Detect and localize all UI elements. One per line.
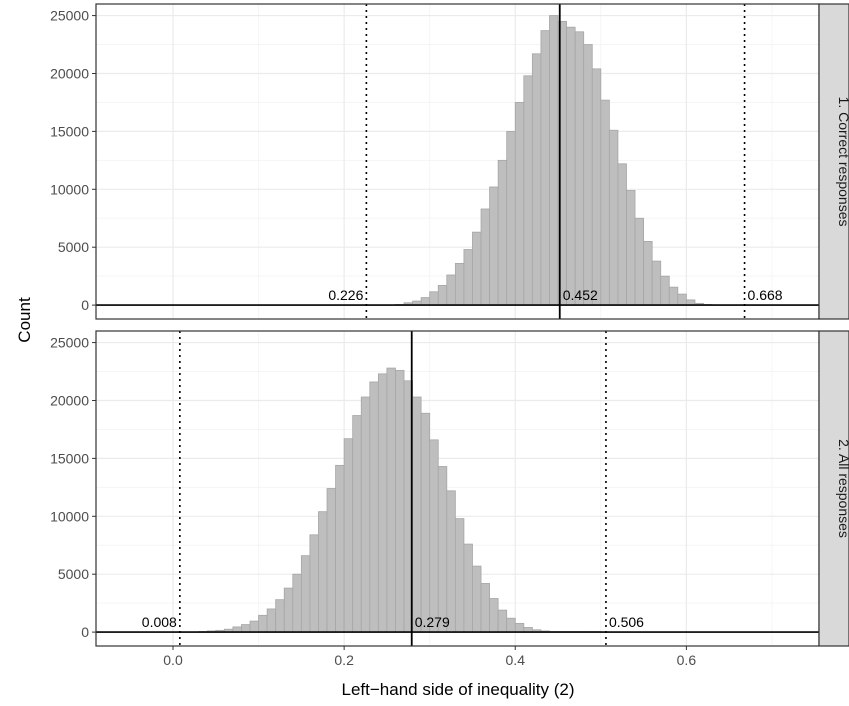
histogram-bar (454, 518, 465, 633)
x-tick-label: 0.0 (163, 652, 183, 668)
reference-value-label: 0.506 (609, 614, 644, 630)
histogram-bar (660, 275, 670, 306)
histogram-bar (634, 217, 644, 306)
reference-value-label: 0.668 (748, 287, 783, 303)
histogram-bar (489, 598, 499, 633)
histogram-bar (420, 297, 431, 306)
x-axis-title: Left−hand side of inequality (2) (342, 680, 575, 699)
y-tick-label: 20000 (50, 392, 89, 408)
histogram-bar (540, 30, 550, 306)
histogram-bar (266, 608, 277, 633)
histogram-bar (497, 609, 508, 633)
histogram-bar (437, 466, 448, 633)
histogram-bar (668, 286, 679, 306)
y-tick-label: 0 (81, 297, 89, 313)
histogram-bar (591, 68, 602, 306)
histogram-bar (626, 190, 636, 306)
histogram-bar (523, 75, 533, 306)
histogram-bar (386, 367, 396, 633)
histogram-bar (489, 186, 499, 306)
histogram-bar (352, 415, 362, 633)
y-tick-label: 15000 (50, 450, 89, 466)
histogram-bar (480, 583, 490, 633)
y-axis-title: Count (15, 297, 34, 343)
x-tick-label: 0.2 (334, 652, 354, 668)
histogram-bar (300, 555, 311, 633)
reference-value-label: 0.279 (415, 614, 450, 630)
facet-strip-label: 1. Correct responses (836, 97, 849, 227)
histogram-bar (326, 488, 336, 633)
histogram-bar (292, 573, 302, 633)
facet-strip-label: 2. All responses (836, 439, 849, 538)
histogram-bar (429, 291, 439, 306)
histogram-bar (309, 534, 319, 633)
histogram-bar (454, 263, 465, 306)
histogram-bar (651, 260, 662, 306)
histogram-bar (514, 102, 525, 306)
histogram-bar (420, 412, 431, 633)
y-tick-label: 10000 (50, 508, 89, 524)
reference-value-label: 0.452 (563, 287, 598, 303)
y-tick-label: 15000 (50, 123, 89, 139)
histogram-bar (412, 396, 422, 633)
histogram-bar (480, 208, 490, 306)
histogram-bar (583, 44, 593, 306)
histogram-bar (677, 293, 687, 306)
reference-value-label: 0.226 (328, 287, 363, 303)
histogram-bar (437, 285, 448, 306)
histogram-bar (446, 274, 456, 306)
histogram-bar (395, 369, 405, 633)
histogram-bar (335, 464, 345, 633)
histogram-bar (318, 511, 328, 633)
y-tick-label: 10000 (50, 181, 89, 197)
histogram-bar (275, 599, 285, 633)
histogram-bar (600, 99, 610, 306)
histogram-bar (514, 623, 525, 633)
histogram-bar (472, 565, 482, 633)
panel-1: 0.226 0.452 0.668 1. Correct responses 0 5000… (50, 3, 849, 320)
histogram-bar (549, 15, 559, 306)
histogram-bar (360, 396, 371, 633)
histogram-bar (506, 617, 516, 633)
panel-2: 0.008 0.279 0.506 2. All responses 0 5000 1000… (50, 330, 849, 647)
histogram-bar (472, 231, 482, 306)
histogram-bar (343, 438, 354, 633)
y-tick-label: 5000 (58, 239, 89, 255)
histogram-bar (497, 159, 508, 306)
histogram-bar (241, 624, 251, 633)
y-tick-label: 0 (81, 624, 89, 640)
histogram-bar (617, 163, 627, 306)
histogram-bar (369, 381, 379, 633)
histogram-bar (608, 129, 619, 306)
x-tick-label: 0.4 (506, 652, 526, 668)
facet-strip (818, 3, 849, 320)
y-tick-label: 5000 (58, 566, 89, 582)
histogram-bar (429, 439, 439, 633)
reference-value-label: 0.008 (142, 614, 177, 630)
y-tick-label: 25000 (50, 8, 89, 24)
histogram-bar (574, 31, 585, 306)
x-tick-label: 0.6 (677, 652, 697, 668)
y-tick-label: 25000 (50, 335, 89, 351)
histogram-bar (283, 587, 294, 633)
y-tick-label: 20000 (50, 65, 89, 81)
histogram-bar (249, 620, 259, 633)
histogram-bar (377, 373, 388, 633)
histogram-bar (463, 249, 473, 306)
histogram-bar (506, 130, 516, 306)
histogram-bar (258, 614, 268, 633)
histogram-bar (463, 543, 473, 633)
histogram-bar (446, 490, 456, 633)
facet-strip (818, 330, 849, 647)
histogram-bar (531, 53, 542, 306)
histogram-bar (643, 241, 653, 306)
histogram-bar (566, 26, 576, 306)
